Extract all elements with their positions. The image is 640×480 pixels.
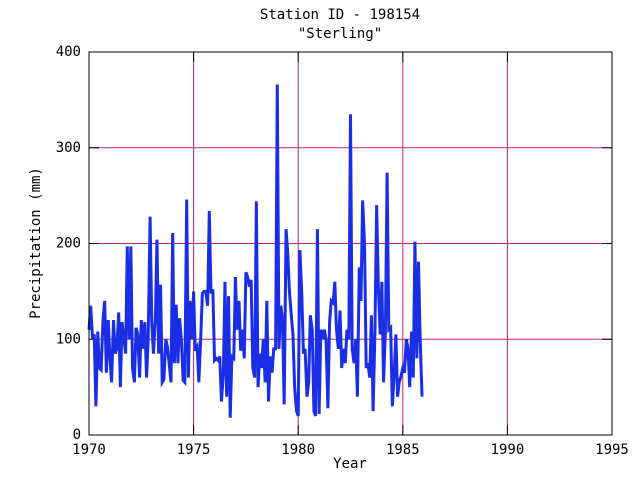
chart-subtitle: "Sterling"	[298, 26, 382, 42]
y-tick-label: 100	[56, 331, 81, 347]
x-tick-label: 1985	[386, 442, 420, 458]
y-tick-label: 0	[73, 427, 81, 443]
x-tick-label: 1975	[177, 442, 211, 458]
x-tick-label: 1970	[72, 442, 106, 458]
y-axis-label: Precipitation (mm)	[28, 167, 44, 319]
data-line	[87, 84, 424, 418]
plot-frame	[88, 51, 613, 436]
x-tick-label: 1995	[595, 442, 629, 458]
chart-title: Station ID - 198154	[260, 7, 420, 23]
x-tick-label: 1990	[491, 442, 525, 458]
y-tick-label: 200	[56, 236, 81, 252]
x-tick-label: 1980	[281, 442, 315, 458]
y-tick-label: 300	[56, 140, 81, 156]
y-tick-label: 400	[56, 44, 81, 60]
x-axis-label: Year	[333, 456, 367, 472]
